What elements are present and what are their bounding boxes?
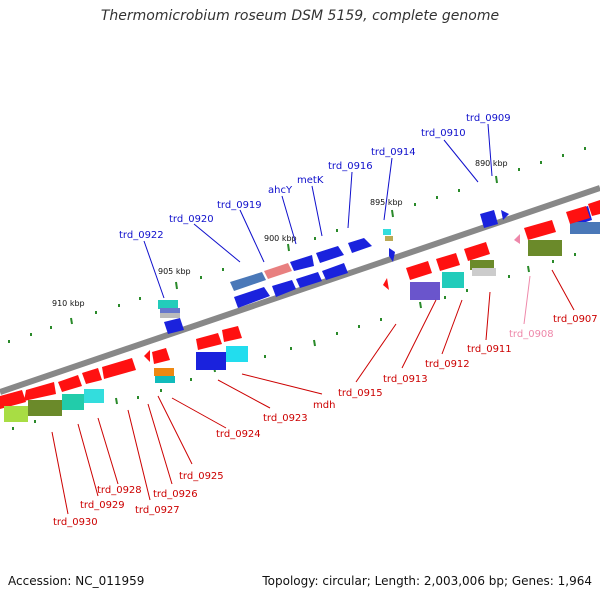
gene-arrow[interactable] <box>196 333 222 350</box>
gene-label-trd-0909[interactable]: trd_0909 <box>466 113 511 124</box>
gene-label-trd-0928[interactable]: trd_0928 <box>97 485 142 496</box>
gene-label-ahcy[interactable]: ahcY <box>268 185 293 196</box>
gene-label-trd-0916[interactable]: trd_0916 <box>328 161 373 172</box>
gene-label-mdh[interactable]: mdh <box>313 400 335 411</box>
gene-arrow[interactable] <box>501 210 509 220</box>
gene-arrow[interactable] <box>272 280 296 297</box>
tick-mark <box>419 301 422 309</box>
gene-label-trd-0920[interactable]: trd_0920 <box>169 214 214 225</box>
tick-mark <box>527 265 530 273</box>
gene-box[interactable] <box>158 300 178 309</box>
gene-arrow[interactable] <box>102 358 136 379</box>
gene-box[interactable] <box>62 394 84 410</box>
gene-arrow[interactable] <box>348 238 372 253</box>
gene-arrow[interactable] <box>464 242 490 261</box>
gene-label-trd-0919[interactable]: trd_0919 <box>217 200 262 211</box>
gene-box[interactable] <box>196 352 226 370</box>
scale-label: 900 kbp <box>264 234 297 243</box>
gene-label-trd-0910[interactable]: trd_0910 <box>421 128 466 139</box>
gene-label-metk[interactable]: metK <box>297 175 324 186</box>
gene-box[interactable] <box>28 400 62 416</box>
gene-label-trd-0924[interactable]: trd_0924 <box>216 429 261 440</box>
gene-label-trd-0923[interactable]: trd_0923 <box>263 413 308 424</box>
tick-mark <box>287 243 290 252</box>
scale-label: 910 kbp <box>52 299 85 308</box>
gene-arrow[interactable] <box>480 210 498 228</box>
gene-box[interactable] <box>160 313 180 318</box>
gene-arrow[interactable] <box>406 261 432 280</box>
scale-label: 905 kbp <box>158 267 191 276</box>
gene-label-trd-0907[interactable]: trd_0907 <box>553 314 598 325</box>
gene-box[interactable] <box>570 222 600 234</box>
gene-arrow[interactable] <box>222 326 242 342</box>
genome-backbone <box>0 185 600 395</box>
gene-arrow[interactable] <box>296 272 322 288</box>
gene-label-trd-0926[interactable]: trd_0926 <box>153 489 198 500</box>
gene-label-trd-0914[interactable]: trd_0914 <box>371 147 416 158</box>
gene-arrow[interactable] <box>588 200 600 216</box>
gene-label-trd-0912[interactable]: trd_0912 <box>425 359 470 370</box>
gene-label-trd-0922[interactable]: trd_0922 <box>119 230 164 241</box>
gene-arrow[interactable] <box>58 375 82 392</box>
gene-box[interactable] <box>442 272 464 288</box>
tick-mark <box>495 175 498 184</box>
gene-box[interactable] <box>154 368 174 376</box>
gene-arrow[interactable] <box>389 248 395 262</box>
gene-box[interactable] <box>528 240 562 256</box>
genome-stats-label: Topology: circular; Length: 2,003,006 bp… <box>262 574 592 588</box>
tick-mark <box>391 209 394 218</box>
gene-arrow[interactable] <box>514 234 520 244</box>
gene-arrow[interactable] <box>322 263 348 280</box>
gene-arrow[interactable] <box>152 348 170 364</box>
gene-arrow[interactable] <box>144 350 150 362</box>
gene-arrow[interactable] <box>290 255 314 271</box>
tick-mark <box>115 397 118 405</box>
gene-box[interactable] <box>383 229 391 235</box>
gene-arrow[interactable] <box>436 253 460 271</box>
gene-box[interactable] <box>410 282 440 300</box>
gene-label-trd-0908[interactable]: trd_0908 <box>509 329 554 340</box>
tick-mark <box>70 317 73 325</box>
gene-box[interactable] <box>4 406 28 422</box>
tick-dots <box>8 147 586 430</box>
gene-label-trd-0911[interactable]: trd_0911 <box>467 344 512 355</box>
gene-box[interactable] <box>385 236 393 241</box>
map-title: Thermomicrobium roseum DSM 5159, complet… <box>100 8 500 24</box>
gene-arrow[interactable] <box>230 272 266 291</box>
gene-box[interactable] <box>155 376 175 383</box>
gene-box[interactable] <box>160 308 180 314</box>
gene-arrow[interactable] <box>566 206 590 224</box>
gene-arrow[interactable] <box>524 220 556 240</box>
leader-lines <box>51 123 575 515</box>
gene-arrow[interactable] <box>164 318 184 334</box>
gene-box[interactable] <box>472 268 496 276</box>
gene-arrow[interactable] <box>316 246 344 263</box>
gene-box[interactable] <box>470 260 494 270</box>
gene-arrow[interactable] <box>234 287 270 308</box>
gene-label-trd-0929[interactable]: trd_0929 <box>80 500 125 511</box>
accession-label: Accession: NC_011959 <box>8 574 145 588</box>
tick-mark <box>175 281 178 290</box>
gene-arrow[interactable] <box>82 368 102 384</box>
gene-arrow[interactable] <box>383 278 389 290</box>
gene-arrow[interactable] <box>24 382 56 401</box>
gene-label-trd-0930[interactable]: trd_0930 <box>53 517 98 528</box>
gene-label-trd-0927[interactable]: trd_0927 <box>135 505 180 516</box>
gene-label-trd-0925[interactable]: trd_0925 <box>179 471 224 482</box>
tick-mark <box>313 339 316 347</box>
gene-arrow[interactable] <box>264 263 292 279</box>
gene-arrow[interactable] <box>0 390 26 409</box>
tick-marks <box>70 175 530 405</box>
gene-label-trd-0915[interactable]: trd_0915 <box>338 388 383 399</box>
gene-label-trd-0913[interactable]: trd_0913 <box>383 374 428 385</box>
gene-box[interactable] <box>84 389 104 403</box>
gene-box[interactable] <box>226 346 248 362</box>
reverse-gene-arrows <box>0 200 600 422</box>
